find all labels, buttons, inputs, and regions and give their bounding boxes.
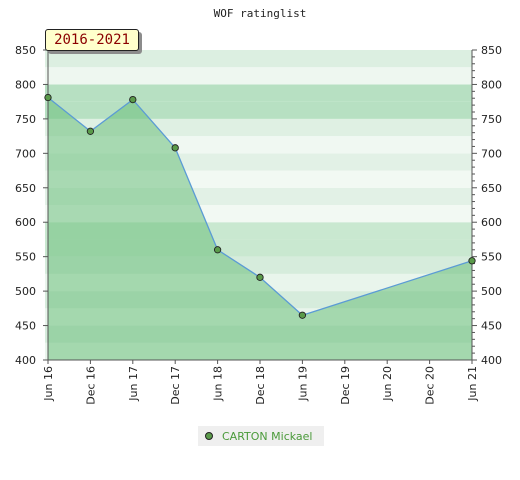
data-point [129,95,137,104]
y-tick-label-left: 750 [15,113,36,126]
x-tick-label: Dec 17 [169,366,182,405]
x-tick-label: Jun 20 [381,366,394,402]
rating-polyline [47,97,473,316]
data-point [256,273,264,281]
data-point [468,257,476,265]
y-tick-label-left: 650 [15,182,36,195]
rating-area [48,97,472,361]
legend[interactable]: CARTON Mickael [198,426,324,446]
x-tick-label: Dec 16 [84,366,97,405]
x-tick-label: Jun 18 [212,366,225,402]
y-tick-label-left: 700 [15,147,36,160]
legend-marker-icon [205,432,213,440]
x-tick-label: Dec 18 [254,366,267,405]
data-point [298,311,307,319]
band [45,67,472,85]
period-badge: 2016-2021 [45,29,139,51]
x-tick-label: Dec 19 [339,366,352,405]
y-tick-label-left: 800 [15,78,36,91]
y-tick-label-right: 600 [481,216,502,229]
y-tick-label-left: 500 [15,285,36,298]
y-tick-label-right: 850 [481,44,502,57]
data-point [213,246,222,254]
y-tick-label-right: 450 [481,320,502,333]
y-tick-label-left: 600 [15,216,36,229]
x-tick-label: Jun 16 [42,366,55,402]
y-tick-label-left: 450 [15,320,36,333]
x-tick-label: Jun 21 [466,366,479,402]
band [45,84,472,102]
y-tick-label-right: 500 [481,285,502,298]
y-tick-label-right: 550 [481,251,502,264]
rating-points [44,93,476,319]
data-point [86,127,95,135]
axes: 400 400 450 450 500 500 550 550 600 600 650 650 700 7… [15,44,502,405]
rating-area-fill [48,97,472,361]
x-tick-label: Jun 19 [296,366,309,402]
y-tick-label-right: 650 [481,182,502,195]
y-tick-label-left: 550 [15,251,36,264]
band [45,101,472,119]
y-tick-label-right: 750 [481,113,502,126]
y-tick-label-left: 850 [15,44,36,57]
y-tick-label-right: 400 [481,354,502,367]
legend-series-label: CARTON Mickael [222,429,313,443]
data-point [44,93,52,102]
rating-line [47,97,473,316]
band [45,50,472,68]
chart-title: WOF ratinglist [214,7,307,20]
y-tick-label-right: 700 [481,147,502,160]
y-tick-label-left: 400 [15,354,36,367]
x-tick-label: Jun 17 [127,366,140,402]
x-tick-label: Dec 20 [424,366,437,405]
y-tick-label-right: 800 [481,78,502,91]
data-point [171,144,179,152]
